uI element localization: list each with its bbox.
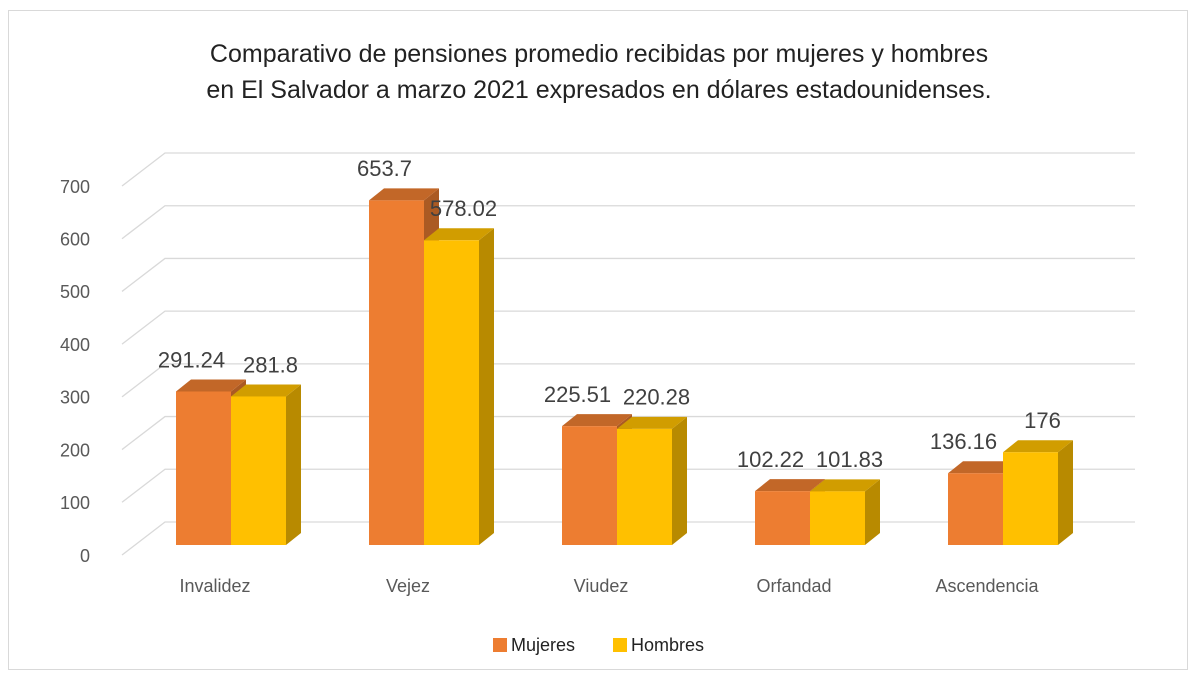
bar-top (617, 416, 687, 429)
grid-line (121, 152, 1135, 187)
value-label: 101.83 (816, 447, 883, 472)
bar (948, 473, 1003, 545)
bar (176, 391, 231, 545)
bar (810, 491, 865, 545)
value-label: 653.7 (357, 156, 412, 181)
chart-title: Comparativo de pensiones promedio recibi… (206, 40, 992, 104)
bar-top (369, 188, 439, 201)
bar-top (755, 479, 825, 492)
bar-top (176, 379, 246, 392)
x-tick-label: Invalidez (179, 576, 250, 596)
y-tick-label: 0 (80, 546, 90, 566)
x-tick-label: Ascendencia (935, 576, 1039, 596)
legend-swatch (493, 638, 507, 652)
bar (562, 426, 617, 545)
bar-side (479, 228, 494, 545)
y-tick-label: 100 (60, 493, 90, 513)
value-label: 225.51 (544, 382, 611, 407)
legend-label: Hombres (631, 635, 704, 655)
chart-frame (8, 10, 1188, 670)
x-tick-label: Viudez (574, 576, 629, 596)
grid-line (121, 415, 1135, 451)
y-tick-label: 600 (60, 229, 90, 249)
bar-top (1003, 440, 1073, 453)
value-label: 102.22 (737, 447, 804, 472)
bar-top (231, 384, 301, 397)
grid-line (121, 205, 1135, 240)
bar-top (810, 479, 880, 492)
bar-top (948, 461, 1018, 474)
y-tick-label: 700 (60, 177, 90, 197)
bar (755, 491, 810, 545)
grid-line (121, 468, 1135, 503)
bar (617, 428, 672, 545)
bar-top (562, 414, 632, 427)
grid-line (121, 310, 1135, 345)
value-label: 176 (1024, 408, 1061, 433)
value-label: 291.24 (158, 347, 225, 372)
legend-swatch (613, 638, 627, 652)
bar (424, 240, 479, 545)
value-label: 136.16 (930, 429, 997, 454)
grid-line (121, 257, 1135, 292)
value-label: 220.28 (623, 385, 690, 410)
bar (231, 396, 286, 545)
y-tick-label: 200 (60, 440, 90, 460)
y-tick-label: 400 (60, 335, 90, 355)
y-tick-label: 500 (60, 282, 90, 302)
bar-side (672, 416, 687, 545)
grid-line (121, 363, 1135, 398)
value-label: 578.02 (430, 196, 497, 221)
x-tick-label: Orfandad (756, 576, 831, 596)
value-label: 281.8 (243, 352, 298, 377)
bar (369, 200, 424, 545)
bar-top (424, 228, 494, 241)
y-tick-label: 300 (60, 388, 90, 408)
x-tick-label: Vejez (386, 576, 430, 596)
bar-side (1058, 440, 1073, 545)
bar-side (865, 479, 880, 545)
bar (1003, 452, 1058, 545)
bar-side (286, 384, 301, 545)
legend-label: Mujeres (511, 635, 575, 655)
